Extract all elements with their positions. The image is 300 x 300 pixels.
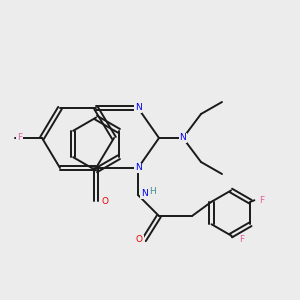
Text: N: N [180, 134, 186, 142]
Text: F: F [17, 134, 22, 142]
Text: F: F [239, 236, 244, 244]
Text: H: H [150, 188, 156, 196]
Text: O: O [101, 196, 109, 206]
Text: F: F [259, 196, 264, 205]
Text: N: N [135, 103, 141, 112]
Text: N: N [141, 189, 147, 198]
Text: N: N [135, 164, 141, 172]
Text: O: O [136, 236, 143, 244]
